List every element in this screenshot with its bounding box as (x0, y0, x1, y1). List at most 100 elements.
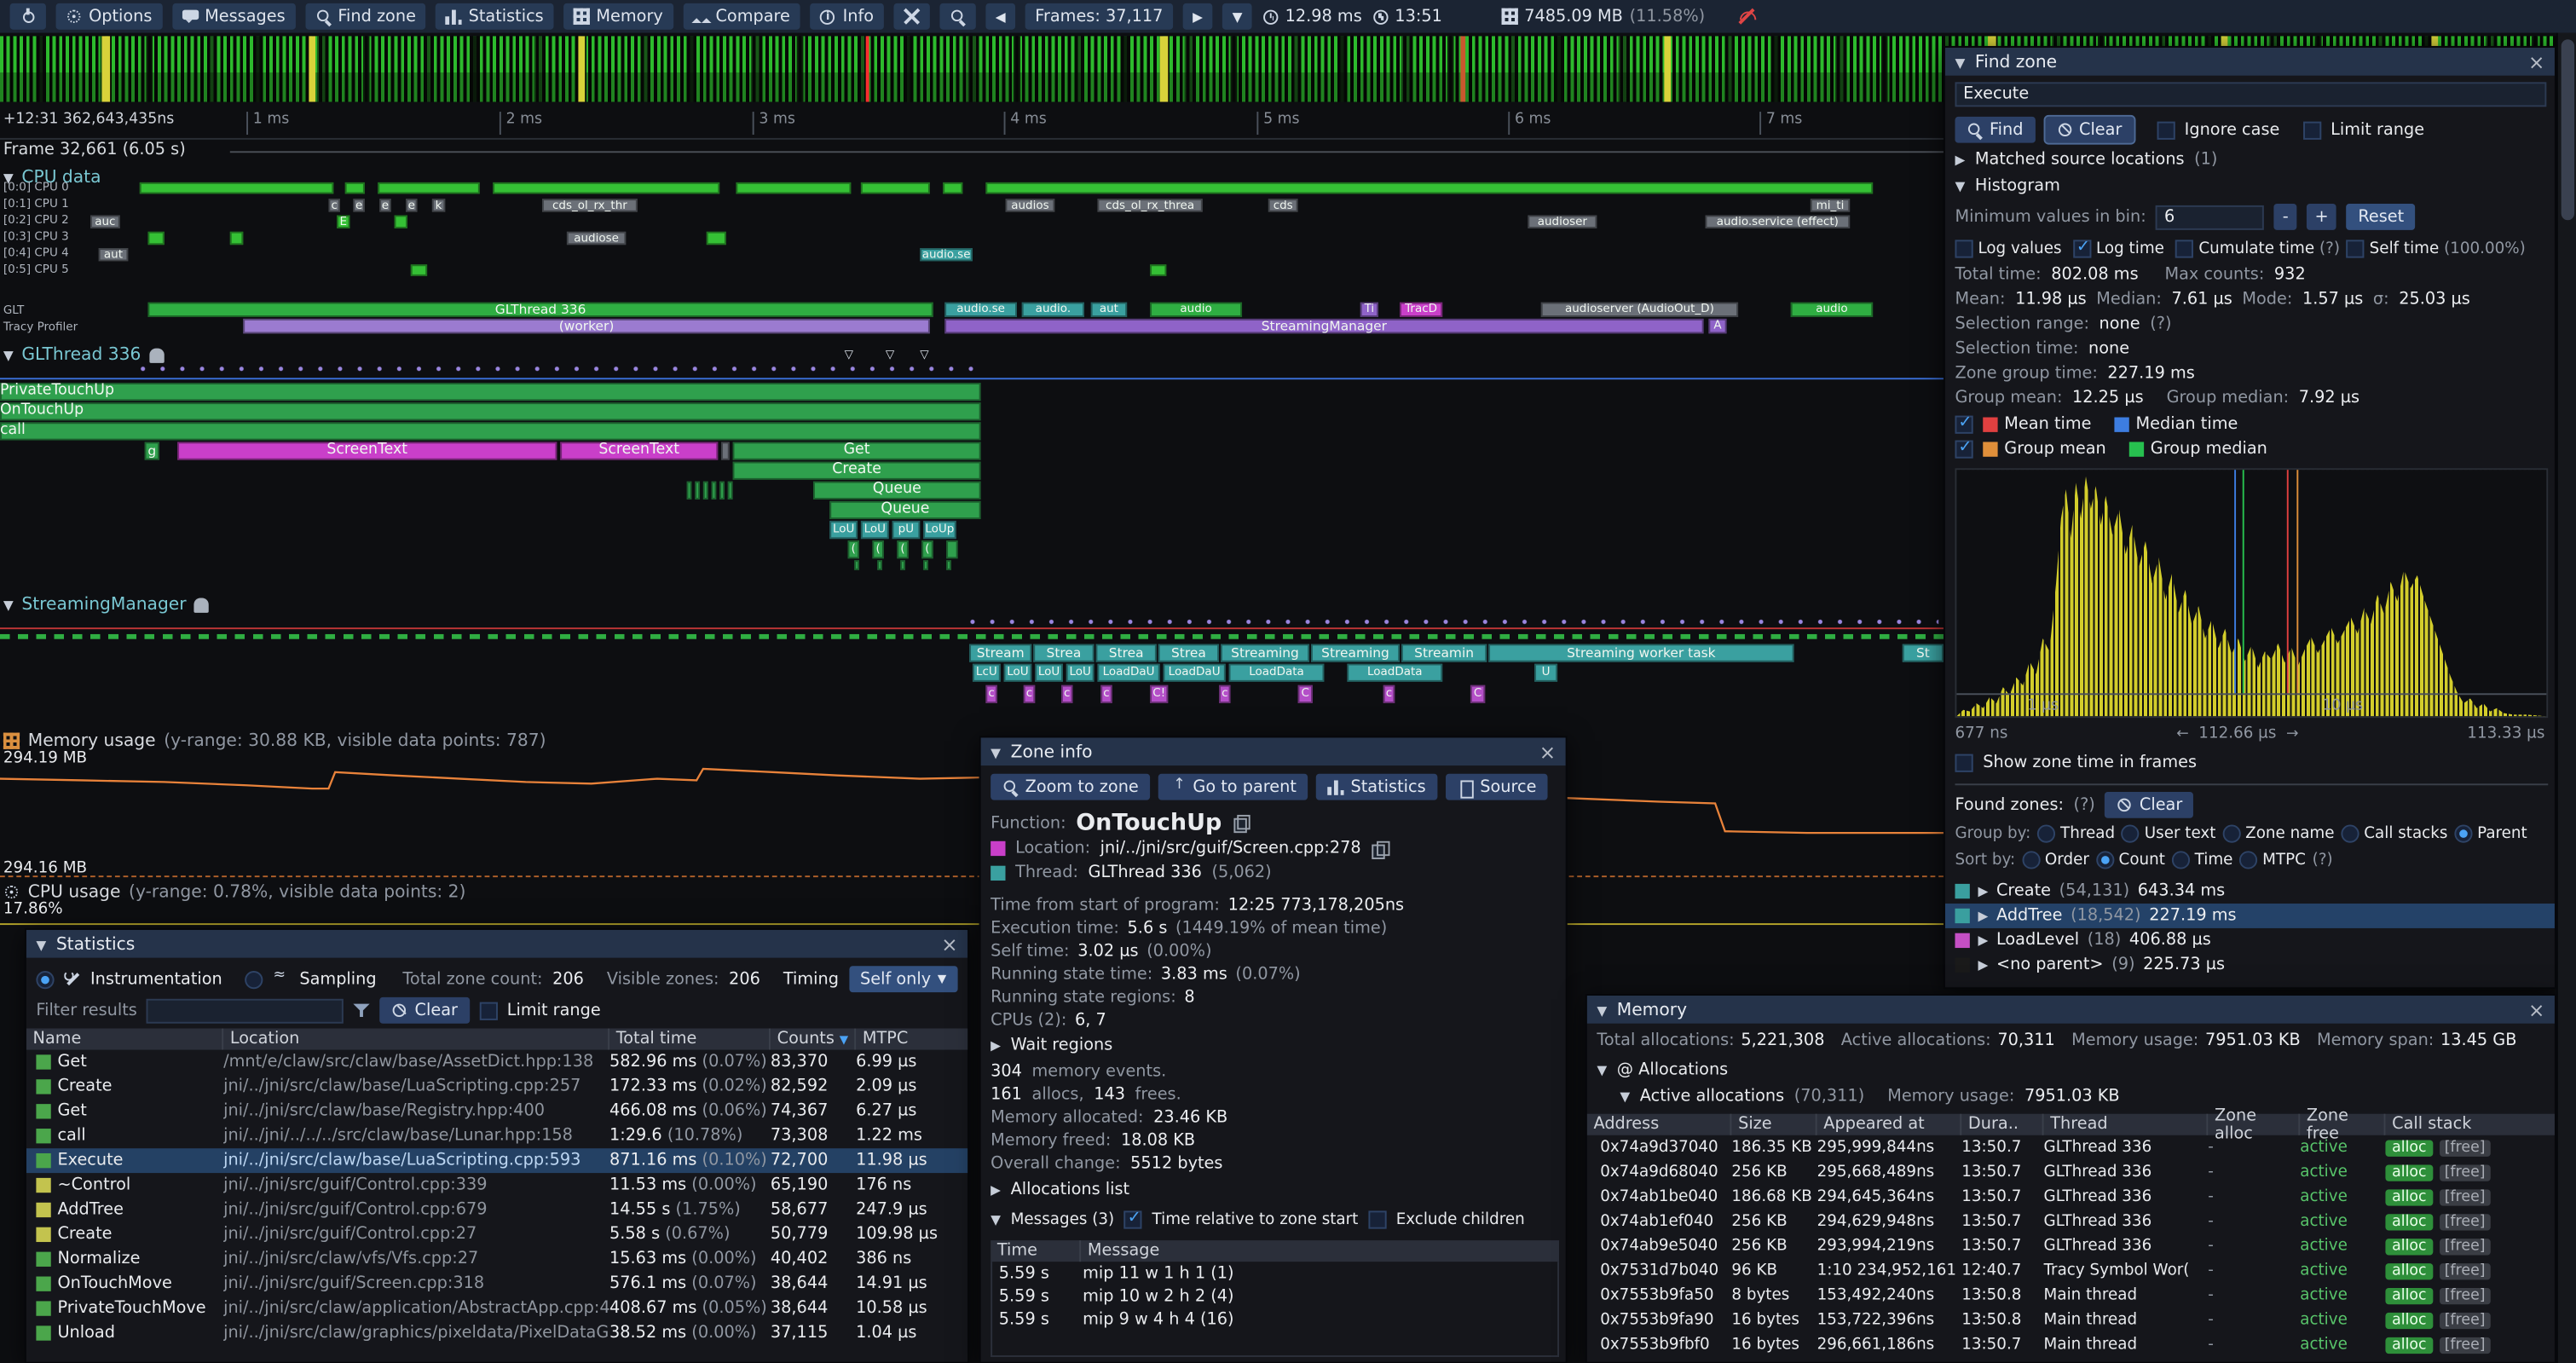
zone-bar[interactable]: Stream (969, 644, 1031, 662)
zone-bar[interactable]: audiose (567, 232, 626, 245)
zone-bar[interactable]: audioser (1528, 215, 1597, 228)
find-zone-search-input[interactable] (1955, 82, 2546, 107)
zone-bar[interactable]: audio. (1022, 303, 1084, 317)
next-frame-button[interactable]: ▶ (1183, 3, 1213, 30)
alloc-stack-button[interactable]: alloc (2385, 1140, 2433, 1156)
histogram-option-checkbox[interactable] (2347, 240, 2365, 257)
zone-bar[interactable]: C (1470, 685, 1485, 703)
zone-info-action-button[interactable]: Zoom to zone (991, 774, 1150, 800)
collapse-icon[interactable] (1955, 52, 1965, 72)
col-location[interactable]: Location (223, 1028, 609, 1049)
memory-row[interactable]: 0x7553b9fbf0 16 bytes 296,661,186ns 13:5… (1587, 1332, 2556, 1357)
zone-bar[interactable]: GLThread 336 (147, 303, 933, 317)
group-by-radio[interactable] (2222, 825, 2240, 843)
zone-bar[interactable]: e (406, 199, 417, 211)
free-stack-button[interactable]: [free] (2440, 1287, 2490, 1303)
memory-usage-plot[interactable] (0, 757, 1944, 856)
collapse-icon[interactable] (1597, 1000, 1607, 1019)
zone-bar[interactable]: k (432, 199, 445, 211)
memory-row[interactable]: 0x74a9d37040 186.35 KB 295,999,844ns 13:… (1587, 1135, 2556, 1160)
show-zone-time-checkbox[interactable] (1955, 754, 1972, 772)
memory-row[interactable]: 0x74ab1be040 186.68 KB 294,645,364ns 13:… (1587, 1185, 2556, 1210)
statistics-row[interactable]: Get jni/../jni/src/claw/base/Registry.hp… (26, 1099, 969, 1123)
active-allocations-toggle[interactable]: Active allocations (70,311) Memory usage… (1610, 1088, 2129, 1106)
allocations-toggle[interactable]: @ Allocations (1587, 1061, 1738, 1079)
col-message[interactable]: Message (1081, 1240, 1559, 1262)
zone-bar[interactable] (707, 232, 726, 245)
zone-bar[interactable]: cds_ol_rx_threa (1097, 199, 1202, 211)
zone-bar[interactable]: audioserver (AudioOut_D) (1541, 303, 1738, 317)
zone-bar[interactable]: St (1903, 644, 1944, 662)
found-zone-row[interactable]: Create (54,131) 643.34 ms (1945, 879, 2556, 904)
histogram-option-checkbox[interactable] (2175, 240, 2193, 257)
memory-row[interactable]: 0x74a9d68040 256 KB 295,668,489ns 13:50.… (1587, 1160, 2556, 1185)
zone-bar[interactable]: TracD (1400, 303, 1442, 317)
zone-bar[interactable]: Streaming worker task (1488, 644, 1793, 662)
col-zone-alloc[interactable]: Zone alloc (2208, 1114, 2300, 1135)
statistics-table-header[interactable]: Name Location Total time Counts MTPC (26, 1028, 969, 1049)
zone-bar[interactable]: LoU (1066, 664, 1095, 682)
histogram-option-checkbox[interactable] (1955, 240, 1972, 257)
message-marker-icon[interactable] (845, 349, 853, 361)
zone-bar[interactable]: Queue (829, 501, 980, 519)
memory-usage-header[interactable]: Memory usage (y-range: 30.88 KB, visible… (3, 731, 546, 751)
clear-button[interactable]: Clear (2045, 117, 2134, 143)
zone-bar[interactable]: cds_ol_rx_thr (542, 199, 638, 211)
zone-bar[interactable]: A (1708, 319, 1726, 333)
cpu-usage-header[interactable]: CPU usage (y-range: 0.78%, visible data … (3, 882, 466, 902)
zone-bar[interactable] (877, 560, 882, 570)
wait-regions-toggle[interactable]: Wait regions (981, 1037, 1123, 1054)
group-by-radio[interactable] (2341, 825, 2359, 843)
zone-bar[interactable] (695, 482, 700, 500)
zone-bar[interactable]: call (0, 422, 981, 440)
close-icon[interactable] (2528, 998, 2544, 1021)
statistics-row[interactable]: OnTouchMove jni/../jni/src/guif/Screen.c… (26, 1272, 969, 1297)
limit-range-checkbox[interactable] (2302, 121, 2320, 139)
free-stack-button[interactable]: [free] (2440, 1312, 2490, 1328)
sort-by-radio[interactable] (2239, 851, 2257, 869)
zone-bar[interactable]: c (328, 199, 339, 211)
zone-bar[interactable] (943, 182, 962, 193)
zone-bar[interactable]: StreamingManager (944, 319, 1703, 333)
col-counts[interactable]: Counts (771, 1028, 856, 1049)
memory-row[interactable]: 0x74ab9e5040 256 KB 293,994,219ns 13:50.… (1587, 1233, 2556, 1258)
copy-icon[interactable] (1232, 814, 1250, 832)
zone-bar[interactable]: e (353, 199, 364, 211)
statistics-row[interactable]: call jni/../jni/../../../src/claw/base/L… (26, 1123, 969, 1148)
found-zone-row[interactable]: LoadLevel (18) 406.88 µs (1945, 928, 2556, 953)
toolbar-button[interactable]: Compare (683, 3, 800, 30)
sort-by-radio[interactable] (2172, 851, 2190, 869)
toolbar-button[interactable]: Statistics (436, 3, 553, 30)
zone-bar[interactable] (703, 482, 708, 500)
expand-icon[interactable] (1978, 882, 1988, 900)
histogram-option-checkbox[interactable] (2073, 240, 2091, 257)
zone-bar[interactable]: ( (847, 540, 858, 558)
zone-bar[interactable]: U (1534, 664, 1557, 682)
zone-bar[interactable] (147, 232, 164, 245)
col-mtpc[interactable]: MTPC (856, 1028, 951, 1049)
message-row[interactable]: 5.59 s mip 9 w 4 h 4 (16) (992, 1308, 1557, 1331)
zone-bar[interactable]: C (1298, 685, 1313, 703)
zone-bar[interactable]: Strea (1096, 644, 1157, 662)
statistics-row[interactable]: Create jni/../jni/src/guif/Control.cpp:2… (26, 1222, 969, 1247)
zone-bar[interactable]: c (1061, 685, 1072, 703)
alloc-stack-button[interactable]: alloc (2385, 1213, 2433, 1229)
alloc-stack-button[interactable]: alloc (2385, 1337, 2433, 1353)
reset-button[interactable]: Reset (2347, 204, 2416, 230)
zone-bar[interactable]: aut (99, 248, 129, 261)
memory-row[interactable]: 0x7553b9fa90 16 bytes 153,722,396ns 13:5… (1587, 1308, 2556, 1332)
zone-bar[interactable]: LoadData (1229, 664, 1325, 682)
col-time[interactable]: Time (991, 1240, 1081, 1262)
memory-row[interactable]: 0x7531d7b040 96 KB 1:10 234,952,161 12:4… (1587, 1258, 2556, 1283)
toolbar-button[interactable]: Options (56, 3, 162, 30)
zone-bar[interactable]: ScreenText (177, 442, 557, 459)
col-call-stack[interactable]: Call stack (2385, 1114, 2533, 1135)
zone-bar[interactable] (1150, 264, 1166, 275)
group-by-radio[interactable] (2122, 825, 2140, 843)
message-row[interactable]: 5.59 s mip 11 w 1 h 1 (1) (992, 1262, 1557, 1285)
free-stack-button[interactable]: [free] (2440, 1262, 2490, 1279)
memory-row[interactable]: 0x74ab1ef040 256 KB 294,629,948ns 13:50.… (1587, 1209, 2556, 1233)
zone-bar[interactable]: ( (921, 540, 933, 558)
col-duration[interactable]: Dura.. (1961, 1114, 2043, 1135)
goto-button[interactable] (939, 3, 975, 30)
